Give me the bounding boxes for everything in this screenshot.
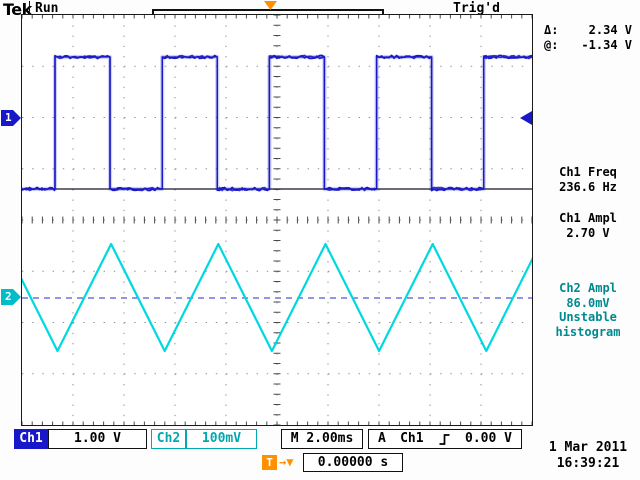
measurement-ch1-ampl: Ch1 Ampl 2.70 V [536,211,640,240]
rising-edge-icon [438,433,451,446]
ch2-position-marker: 2 [1,289,21,305]
trigger-time-marker: T [262,455,277,470]
trigger-mode: A [378,430,386,448]
ch2-scale-readout: 100mV [186,429,257,449]
measurement-label: Ch2 Ampl [536,281,640,296]
cursor-delta-value: 2.34 V [589,23,632,38]
measurement-value: 86.0mV [536,296,640,311]
measurement-ch1-freq: Ch1 Freq 236.6 Hz [536,165,640,194]
cursor-readout: Δ: 2.34 V @: -1.34 V [536,23,640,52]
trigger-time-readout: 0.00000 s [303,453,403,472]
date-text: 1 Mar 2011 [536,440,640,456]
trigger-time-arrow-icon: →▼ [279,454,293,470]
cursor-delta-row: Δ: 2.34 V [536,23,640,38]
ch1-waveform [22,55,532,191]
trigger-level: 0.00 V [465,430,512,448]
cursor-at-row: @: -1.34 V [536,38,640,53]
waveform-display [22,15,532,425]
datetime-readout: 1 Mar 2011 16:39:21 [536,440,640,471]
cursor-delta-label: Δ: [544,23,558,38]
measurement-label: Ch1 Freq [536,165,640,180]
ch1-scale-readout: 1.00 V [48,429,147,449]
readout-panel: Δ: 2.34 V @: -1.34 V Ch1 Freq 236.6 Hz C… [536,15,640,425]
trigger-level-arrow-icon [520,111,532,125]
trigger-readout: A Ch1 0.00 V [368,429,522,449]
measurement-ch2-ampl: Ch2 Ampl 86.0mV Unstable histogram [536,281,640,339]
ch2-channel-badge: Ch2 [151,429,186,449]
ch1-position-marker: 1 [1,110,21,126]
cursor-at-value: -1.34 V [581,38,632,53]
ch1-channel-badge: Ch1 [14,429,48,449]
measurement-value: 2.70 V [536,226,640,241]
cursor-at-label: @: [544,38,558,53]
logo-divider [29,1,30,14]
time-text: 16:39:21 [536,456,640,472]
measurement-value: 236.6 Hz [536,180,640,195]
measurement-note: histogram [536,325,640,340]
trigger-source: Ch1 [400,430,423,448]
oscilloscope-screen: Tek Run Trig'd T 1 2 Δ: 2.34 V @: -1.34 … [0,0,640,480]
timebase-readout: M 2.00ms [281,429,363,449]
measurement-label: Ch1 Ampl [536,211,640,226]
measurement-note: Unstable [536,310,640,325]
graticule [21,14,533,426]
